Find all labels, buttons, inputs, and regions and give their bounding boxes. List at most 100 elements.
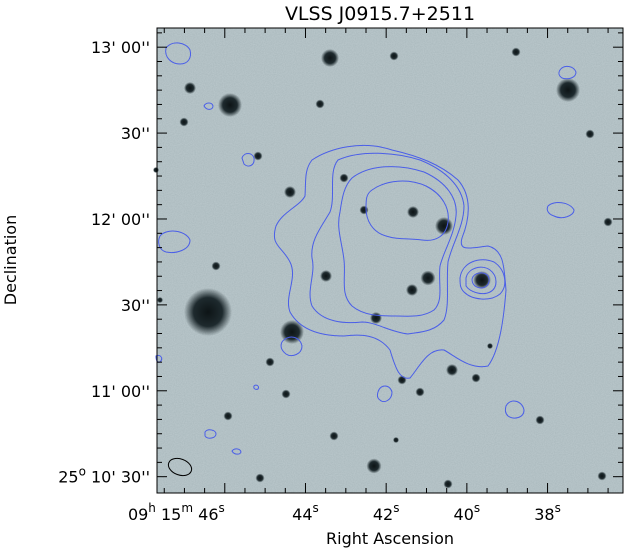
y-tick-seconds: 00'' bbox=[121, 210, 150, 229]
star bbox=[471, 373, 481, 383]
x-tick-seconds: 44 bbox=[292, 505, 312, 524]
beam-ellipse bbox=[167, 457, 193, 477]
noise-contour bbox=[165, 42, 191, 65]
star bbox=[585, 129, 595, 139]
star bbox=[255, 473, 265, 483]
minute-unit: m bbox=[181, 501, 193, 515]
plot-frame bbox=[156, 27, 624, 494]
star bbox=[535, 415, 545, 425]
star bbox=[393, 437, 399, 443]
second-unit: s bbox=[219, 501, 225, 515]
x-axis-label: Right Ascension bbox=[326, 529, 454, 548]
x-tick-label: 40s bbox=[454, 501, 481, 524]
noise-contour bbox=[504, 400, 525, 419]
y-tick-minutes: 10' bbox=[86, 468, 121, 487]
noise-contour bbox=[253, 384, 259, 390]
star bbox=[321, 49, 339, 67]
star bbox=[284, 186, 296, 198]
radio-contours bbox=[155, 42, 577, 477]
y-tick-minutes: 12' bbox=[91, 210, 121, 229]
x-tick-label: 42s bbox=[373, 501, 400, 524]
star bbox=[420, 270, 436, 286]
y-tick-label: 30'' bbox=[121, 124, 150, 143]
hour-unit: h bbox=[148, 501, 156, 515]
star bbox=[184, 82, 196, 94]
star bbox=[359, 205, 369, 215]
star bbox=[223, 411, 233, 421]
x-tick-label: 09h 15m 46s bbox=[128, 501, 225, 524]
compact-contour-2 bbox=[465, 266, 497, 295]
compact-contour-3 bbox=[471, 272, 490, 289]
noise-contour bbox=[231, 448, 242, 455]
x-tick-hours: 09 bbox=[128, 505, 148, 524]
y-axis-label: Declination bbox=[1, 215, 20, 305]
second-unit: s bbox=[474, 501, 480, 515]
star bbox=[487, 343, 493, 349]
star bbox=[153, 167, 159, 173]
second-unit: s bbox=[313, 501, 319, 515]
stars bbox=[153, 47, 613, 489]
noise-contour bbox=[203, 102, 214, 110]
y-tick-minutes: 13' bbox=[91, 38, 121, 57]
star bbox=[218, 93, 242, 117]
star bbox=[366, 458, 382, 474]
second-unit: s bbox=[393, 501, 399, 515]
noise-contour bbox=[204, 429, 217, 439]
star bbox=[511, 47, 521, 57]
noise-contour bbox=[376, 385, 393, 403]
y-tick-minutes: 11' bbox=[91, 382, 121, 401]
y-tick-labels: 13' 00'' 30'' 12' 00'' 30'' 11' 00'' 25o 10' … bbox=[58, 38, 150, 486]
chart-title: VLSS J0915.7+2511 bbox=[285, 3, 475, 25]
contour-level-2 bbox=[309, 152, 465, 335]
noise-contour bbox=[158, 230, 191, 253]
contour-level-1 bbox=[274, 144, 507, 379]
star bbox=[179, 117, 189, 127]
star bbox=[157, 297, 163, 303]
noise-contour bbox=[280, 336, 303, 357]
y-tick-seconds: 00'' bbox=[121, 382, 150, 401]
x-tick-seconds: 46 bbox=[193, 505, 218, 524]
y-tick-seconds: 30'' bbox=[121, 296, 150, 315]
star bbox=[415, 387, 425, 397]
star bbox=[443, 479, 453, 489]
star bbox=[406, 284, 418, 296]
star bbox=[281, 389, 291, 399]
sky-image bbox=[153, 28, 623, 493]
y-tick-seconds: 30'' bbox=[121, 468, 150, 487]
noise-contour bbox=[558, 65, 577, 80]
star bbox=[315, 99, 325, 109]
contour-level-3 bbox=[338, 166, 457, 317]
x-tick-seconds: 40 bbox=[454, 505, 474, 524]
star bbox=[556, 78, 580, 102]
y-tick-label: 12' 00'' bbox=[91, 210, 150, 229]
star bbox=[370, 312, 382, 324]
x-tick-seconds: 38 bbox=[534, 505, 554, 524]
star bbox=[339, 173, 349, 183]
contour-level-4 bbox=[365, 180, 449, 241]
star bbox=[265, 357, 275, 367]
star bbox=[407, 206, 419, 218]
star bbox=[211, 261, 221, 271]
y-tick-label: 25o 10' 30'' bbox=[58, 465, 150, 487]
noise-contour bbox=[546, 202, 575, 219]
star bbox=[446, 364, 458, 376]
y-tick-seconds: 30'' bbox=[121, 124, 150, 143]
y-tick-label: 30'' bbox=[121, 296, 150, 315]
x-tick-label: 38s bbox=[534, 501, 561, 524]
star bbox=[253, 151, 263, 161]
x-tick-labels: 09h 15m 46s 44s 42s 40s 38s bbox=[128, 501, 561, 524]
star bbox=[320, 270, 332, 282]
x-tick-seconds: 42 bbox=[373, 505, 393, 524]
y-tick-seconds: 00'' bbox=[121, 38, 150, 57]
star bbox=[603, 217, 613, 227]
y-tick-label: 11' 00'' bbox=[91, 382, 150, 401]
x-tick-label: 44s bbox=[292, 501, 319, 524]
star bbox=[184, 288, 232, 336]
y-tick-label: 13' 00'' bbox=[91, 38, 150, 57]
star bbox=[473, 271, 491, 289]
second-unit: s bbox=[555, 501, 561, 515]
axis-ticks bbox=[157, 28, 623, 493]
degree-symbol: o bbox=[79, 465, 86, 479]
noise-contour bbox=[241, 153, 255, 167]
